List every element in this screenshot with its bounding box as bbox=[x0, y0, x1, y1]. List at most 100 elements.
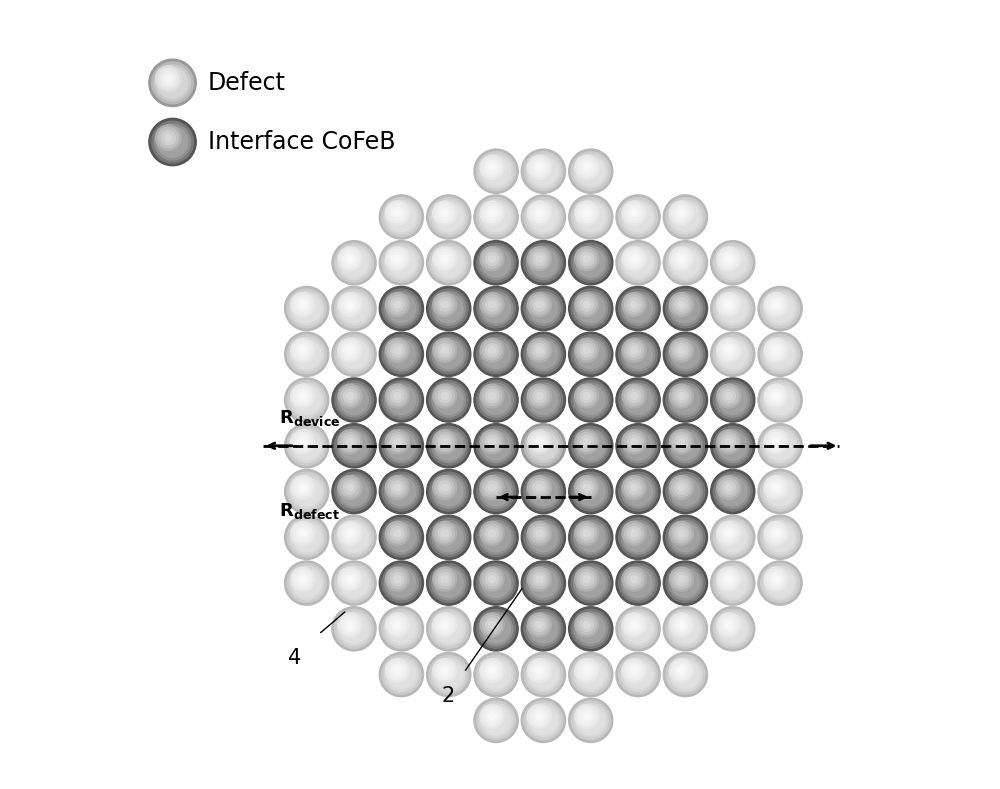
Circle shape bbox=[716, 383, 750, 417]
Circle shape bbox=[716, 567, 750, 600]
Circle shape bbox=[631, 209, 638, 216]
Circle shape bbox=[521, 195, 565, 239]
Circle shape bbox=[427, 515, 471, 559]
Circle shape bbox=[429, 197, 468, 237]
Circle shape bbox=[575, 476, 599, 499]
Circle shape bbox=[382, 655, 421, 694]
Circle shape bbox=[671, 660, 700, 689]
Circle shape bbox=[678, 209, 685, 216]
Circle shape bbox=[711, 286, 755, 331]
Circle shape bbox=[441, 529, 448, 537]
Circle shape bbox=[347, 484, 354, 491]
Circle shape bbox=[529, 432, 558, 460]
Circle shape bbox=[433, 476, 457, 499]
Circle shape bbox=[524, 472, 563, 511]
Circle shape bbox=[575, 567, 599, 591]
Circle shape bbox=[394, 392, 401, 399]
Circle shape bbox=[480, 338, 504, 362]
Circle shape bbox=[574, 155, 608, 188]
Circle shape bbox=[672, 478, 691, 497]
Circle shape bbox=[296, 298, 309, 311]
Circle shape bbox=[379, 607, 423, 651]
Circle shape bbox=[347, 575, 354, 582]
Circle shape bbox=[287, 472, 326, 511]
Circle shape bbox=[621, 338, 655, 371]
Circle shape bbox=[711, 607, 755, 651]
Circle shape bbox=[379, 378, 423, 422]
Circle shape bbox=[575, 522, 599, 545]
Circle shape bbox=[670, 522, 693, 545]
Circle shape bbox=[533, 252, 546, 265]
Circle shape bbox=[761, 426, 800, 466]
Circle shape bbox=[477, 197, 515, 237]
Circle shape bbox=[285, 332, 329, 376]
Circle shape bbox=[332, 378, 376, 422]
Circle shape bbox=[527, 246, 560, 279]
Circle shape bbox=[382, 197, 421, 237]
Circle shape bbox=[388, 249, 407, 268]
Circle shape bbox=[580, 664, 593, 677]
Circle shape bbox=[670, 613, 693, 637]
Circle shape bbox=[433, 384, 457, 408]
Circle shape bbox=[571, 426, 610, 466]
Circle shape bbox=[527, 613, 551, 637]
Circle shape bbox=[388, 204, 407, 222]
Circle shape bbox=[391, 390, 404, 402]
Circle shape bbox=[725, 529, 732, 537]
Circle shape bbox=[575, 155, 599, 179]
Circle shape bbox=[427, 607, 471, 651]
Circle shape bbox=[482, 477, 510, 506]
Circle shape bbox=[292, 477, 321, 506]
Circle shape bbox=[337, 521, 371, 554]
Circle shape bbox=[533, 710, 546, 723]
Circle shape bbox=[574, 567, 608, 600]
Circle shape bbox=[480, 384, 504, 408]
Circle shape bbox=[763, 521, 797, 554]
Circle shape bbox=[379, 195, 423, 239]
Circle shape bbox=[529, 157, 558, 185]
Circle shape bbox=[485, 161, 499, 174]
Circle shape bbox=[672, 295, 691, 314]
Circle shape bbox=[672, 570, 691, 589]
Circle shape bbox=[616, 424, 660, 468]
Circle shape bbox=[385, 292, 418, 325]
Circle shape bbox=[571, 563, 610, 603]
Circle shape bbox=[627, 527, 641, 540]
Circle shape bbox=[764, 338, 788, 362]
Circle shape bbox=[769, 436, 783, 448]
Circle shape bbox=[580, 481, 593, 494]
Circle shape bbox=[663, 286, 708, 331]
Circle shape bbox=[385, 430, 409, 454]
Circle shape bbox=[719, 478, 738, 497]
Circle shape bbox=[335, 472, 373, 511]
Text: 4: 4 bbox=[288, 648, 301, 668]
Circle shape bbox=[672, 387, 691, 406]
Circle shape bbox=[711, 561, 755, 605]
Circle shape bbox=[624, 615, 652, 643]
Circle shape bbox=[482, 706, 510, 735]
Circle shape bbox=[761, 335, 800, 374]
Circle shape bbox=[622, 338, 646, 362]
Circle shape bbox=[435, 295, 454, 314]
Circle shape bbox=[379, 515, 423, 559]
Circle shape bbox=[337, 292, 371, 325]
Circle shape bbox=[527, 383, 560, 417]
Circle shape bbox=[341, 524, 360, 543]
Circle shape bbox=[717, 476, 741, 499]
Circle shape bbox=[719, 432, 738, 451]
Circle shape bbox=[379, 241, 423, 285]
Circle shape bbox=[338, 247, 362, 271]
Circle shape bbox=[343, 252, 357, 265]
Circle shape bbox=[580, 344, 593, 357]
Circle shape bbox=[156, 125, 181, 151]
Circle shape bbox=[338, 476, 362, 499]
Circle shape bbox=[429, 655, 468, 694]
Circle shape bbox=[631, 301, 638, 308]
Circle shape bbox=[619, 609, 658, 649]
Circle shape bbox=[435, 615, 454, 634]
Circle shape bbox=[669, 292, 702, 325]
Circle shape bbox=[441, 209, 448, 216]
Circle shape bbox=[717, 613, 741, 637]
Circle shape bbox=[521, 241, 565, 285]
Text: $\mathbf{R_{device}}$: $\mathbf{R_{device}}$ bbox=[279, 409, 341, 428]
